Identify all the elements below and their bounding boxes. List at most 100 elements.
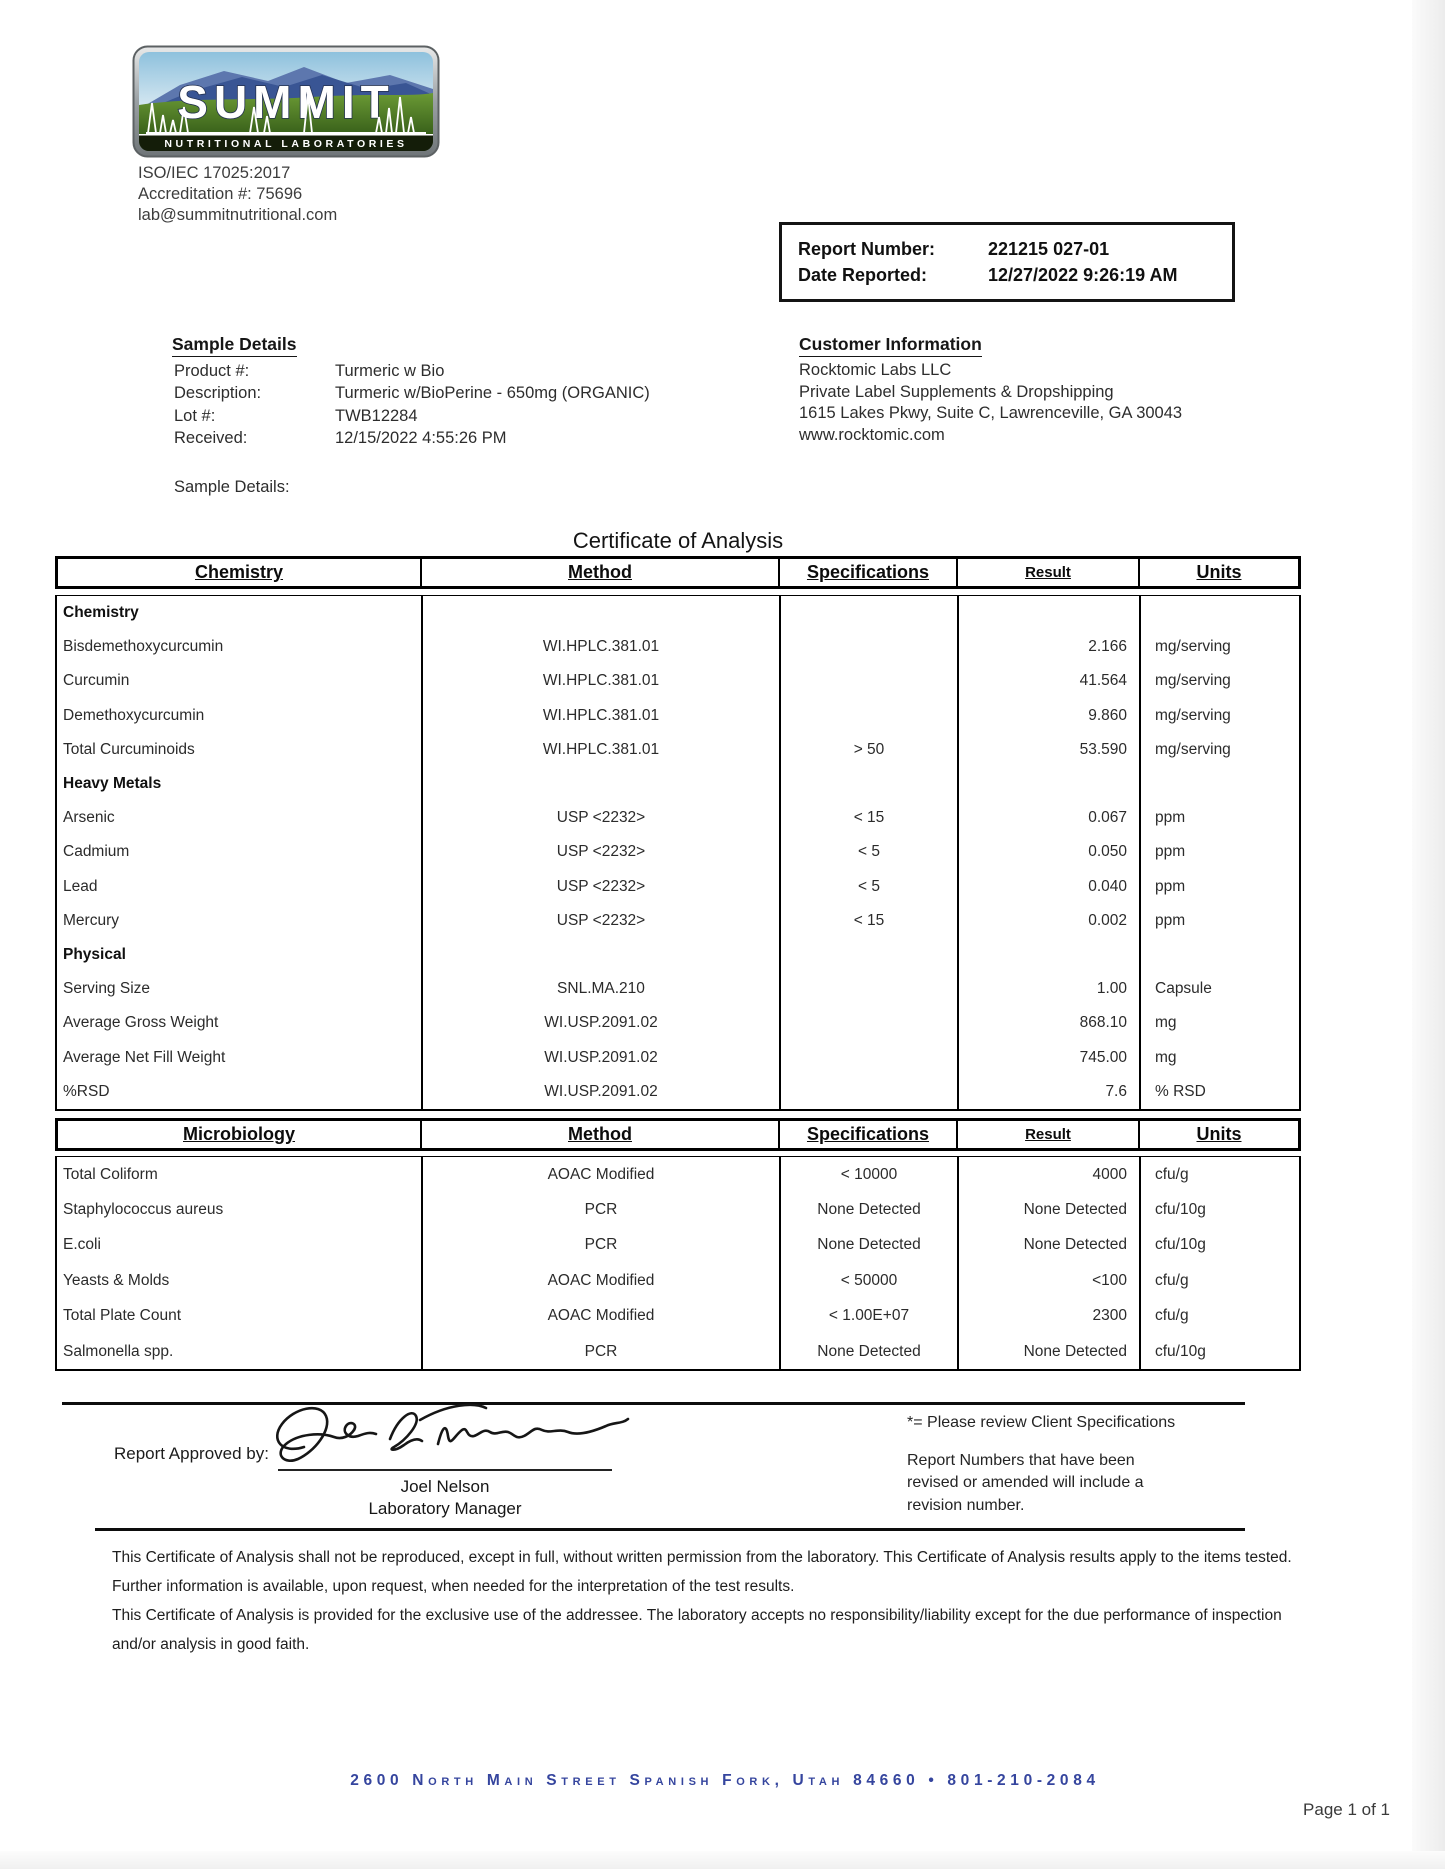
- cell-result: 41.564: [959, 664, 1141, 699]
- method-header-col: Method: [422, 1121, 780, 1148]
- customer-descriptor-text: Private Label Supplements & Dropshipping: [799, 382, 1114, 401]
- cell-result: 1.00: [959, 972, 1141, 1007]
- chemistry-table-header: Chemistry Method Specifications Result U…: [55, 556, 1301, 589]
- sample-detail-label: Lot #:: [174, 406, 216, 425]
- cell-spec: [781, 630, 959, 665]
- cell-method: PCR: [423, 1227, 781, 1264]
- customer-information-heading: Customer Information: [799, 334, 982, 357]
- cell-result: None Detected: [959, 1333, 1141, 1370]
- specifications-header-col: Specifications: [780, 559, 958, 586]
- cell-spec: < 5: [781, 835, 959, 870]
- cell-method: USP <2232>: [423, 801, 781, 836]
- revision-note-line: revised or amended will include a: [907, 1474, 1144, 1492]
- cell-result: 745.00: [959, 1040, 1141, 1075]
- customer-information-block: Rocktomic Labs LLC Private Label Supplem…: [799, 360, 1182, 446]
- revision-note-line: revision number.: [907, 1496, 1025, 1514]
- sample-detail-value: Turmeric w/BioPerine - 650mg (ORGANIC): [335, 384, 650, 403]
- cell-result: None Detected: [959, 1227, 1141, 1264]
- cell-units: cfu/g: [1155, 1271, 1189, 1289]
- cell-analyte: Arsenic: [57, 801, 423, 836]
- cell-units: mg/serving: [1155, 672, 1231, 690]
- cell-analyte: E.coli: [57, 1227, 423, 1264]
- cell-analyte: Lead: [57, 869, 423, 904]
- cell-method: AOAC Modified: [423, 1298, 781, 1334]
- cell-spec: None Detected: [781, 1333, 959, 1370]
- cell-units: ppm: [1155, 877, 1186, 895]
- disclaimer-paragraph-2: This Certificate of Analysis is provided…: [112, 1607, 1282, 1653]
- section-row-label: Heavy Metals: [57, 766, 423, 802]
- sample-detail-label: Received:: [174, 428, 248, 447]
- cell-result: None Detected: [959, 1192, 1141, 1228]
- method-header-col: Method: [422, 559, 780, 586]
- cell-spec: [781, 972, 959, 1007]
- cell-result: 2.166: [959, 630, 1141, 665]
- cell-units: cfu/10g: [1155, 1236, 1206, 1254]
- cell-result: 0.050: [959, 835, 1141, 870]
- cell-analyte: Mercury: [57, 903, 423, 938]
- cell-result: <100: [959, 1263, 1141, 1299]
- cell-spec: < 50000: [781, 1263, 959, 1299]
- cell-analyte: %RSD: [57, 1074, 423, 1109]
- cell-method: WI.HPLC.381.01: [423, 630, 781, 665]
- cell-units: cfu/g: [1155, 1307, 1189, 1325]
- summit-logo-image: SUMMIT NUTRITIONAL LABORATORIES: [132, 45, 440, 158]
- cell-analyte: Average Gross Weight: [57, 1006, 423, 1041]
- logo-subtitle: NUTRITIONAL LABORATORIES: [164, 138, 407, 150]
- sample-details-extra-label: Sample Details:: [174, 478, 290, 496]
- disclaimer-block: This Certificate of Analysis shall not b…: [112, 1543, 1324, 1659]
- signature-block-top-rule: [62, 1402, 1245, 1405]
- units-header-col: Units: [1196, 1124, 1242, 1144]
- cell-result: 0.067: [959, 801, 1141, 836]
- cell-units: cfu/10g: [1155, 1201, 1206, 1219]
- microbiology-header-col: Microbiology: [58, 1121, 422, 1148]
- sample-detail-label: Product #:: [174, 362, 250, 380]
- cell-result: 7.6: [959, 1074, 1141, 1109]
- cell-result: 9.860: [959, 698, 1141, 733]
- cell-analyte: Curcumin: [57, 664, 423, 699]
- customer-name-text: Rocktomic Labs LLC: [799, 361, 952, 379]
- cell-method: AOAC Modified: [423, 1157, 781, 1193]
- cell-method: WI.USP.2091.02: [423, 1074, 781, 1109]
- chromatogram-peaks-graphic: [147, 94, 415, 134]
- cell-method: WI.USP.2091.02: [423, 1006, 781, 1041]
- sample-details-heading-text: Sample Details: [172, 334, 297, 357]
- revision-note-line: Report Numbers that have been: [907, 1452, 1135, 1469]
- cell-analyte: Total Coliform: [57, 1157, 423, 1193]
- scan-edge-bottom: [0, 1851, 1445, 1869]
- lab-email-text: lab@summitnutritional.com: [138, 206, 338, 224]
- cell-spec: > 50: [781, 732, 959, 767]
- cell-method: WI.USP.2091.02: [423, 1040, 781, 1075]
- cell-result: 0.040: [959, 869, 1141, 904]
- cell-spec: None Detected: [781, 1227, 959, 1264]
- cell-spec: [781, 698, 959, 733]
- cell-analyte: Demethoxycurcumin: [57, 698, 423, 733]
- cell-units: % RSD: [1155, 1082, 1206, 1100]
- cell-units: ppm: [1155, 809, 1186, 827]
- revision-note: Report Numbers that have been revised or…: [907, 1450, 1144, 1517]
- result-header-col: Result: [958, 1121, 1140, 1148]
- scan-edge-right: [1412, 0, 1445, 1869]
- cell-units: mg/serving: [1155, 638, 1231, 656]
- cell-units: cfu/g: [1155, 1165, 1189, 1183]
- date-reported-label: Date Reported:: [798, 264, 928, 285]
- cell-units: ppm: [1155, 843, 1186, 861]
- microbiology-table-header: Microbiology Method Specifications Resul…: [55, 1118, 1301, 1151]
- signature-line: [278, 1469, 612, 1471]
- client-specifications-note: *= Please review Client Specifications: [907, 1414, 1176, 1431]
- signature-block-bottom-rule: [95, 1528, 1245, 1531]
- cell-analyte: Yeasts & Molds: [57, 1263, 423, 1299]
- cell-units: ppm: [1155, 911, 1186, 929]
- summit-logo: SUMMIT NUTRITIONAL LABORATORIES: [132, 45, 440, 158]
- microbiology-table-body: Total Coliform AOAC Modified < 10000 400…: [55, 1156, 1301, 1372]
- accreditation-number-text: Accreditation #: 75696: [138, 185, 303, 203]
- chemistry-table-body: Chemistry Bisdemethoxycurcumin WI.HPLC.3…: [55, 595, 1301, 1111]
- cell-method: USP <2232>: [423, 903, 781, 938]
- chemistry-header-col: Chemistry: [58, 559, 422, 586]
- cell-analyte: Average Net Fill Weight: [57, 1040, 423, 1075]
- cell-analyte: Serving Size: [57, 972, 423, 1007]
- report-number-label: Report Number:: [798, 238, 936, 259]
- approver-name: Joel Nelson: [400, 1477, 490, 1496]
- cell-spec: < 1.00E+07: [781, 1298, 959, 1334]
- cell-spec: < 15: [781, 903, 959, 938]
